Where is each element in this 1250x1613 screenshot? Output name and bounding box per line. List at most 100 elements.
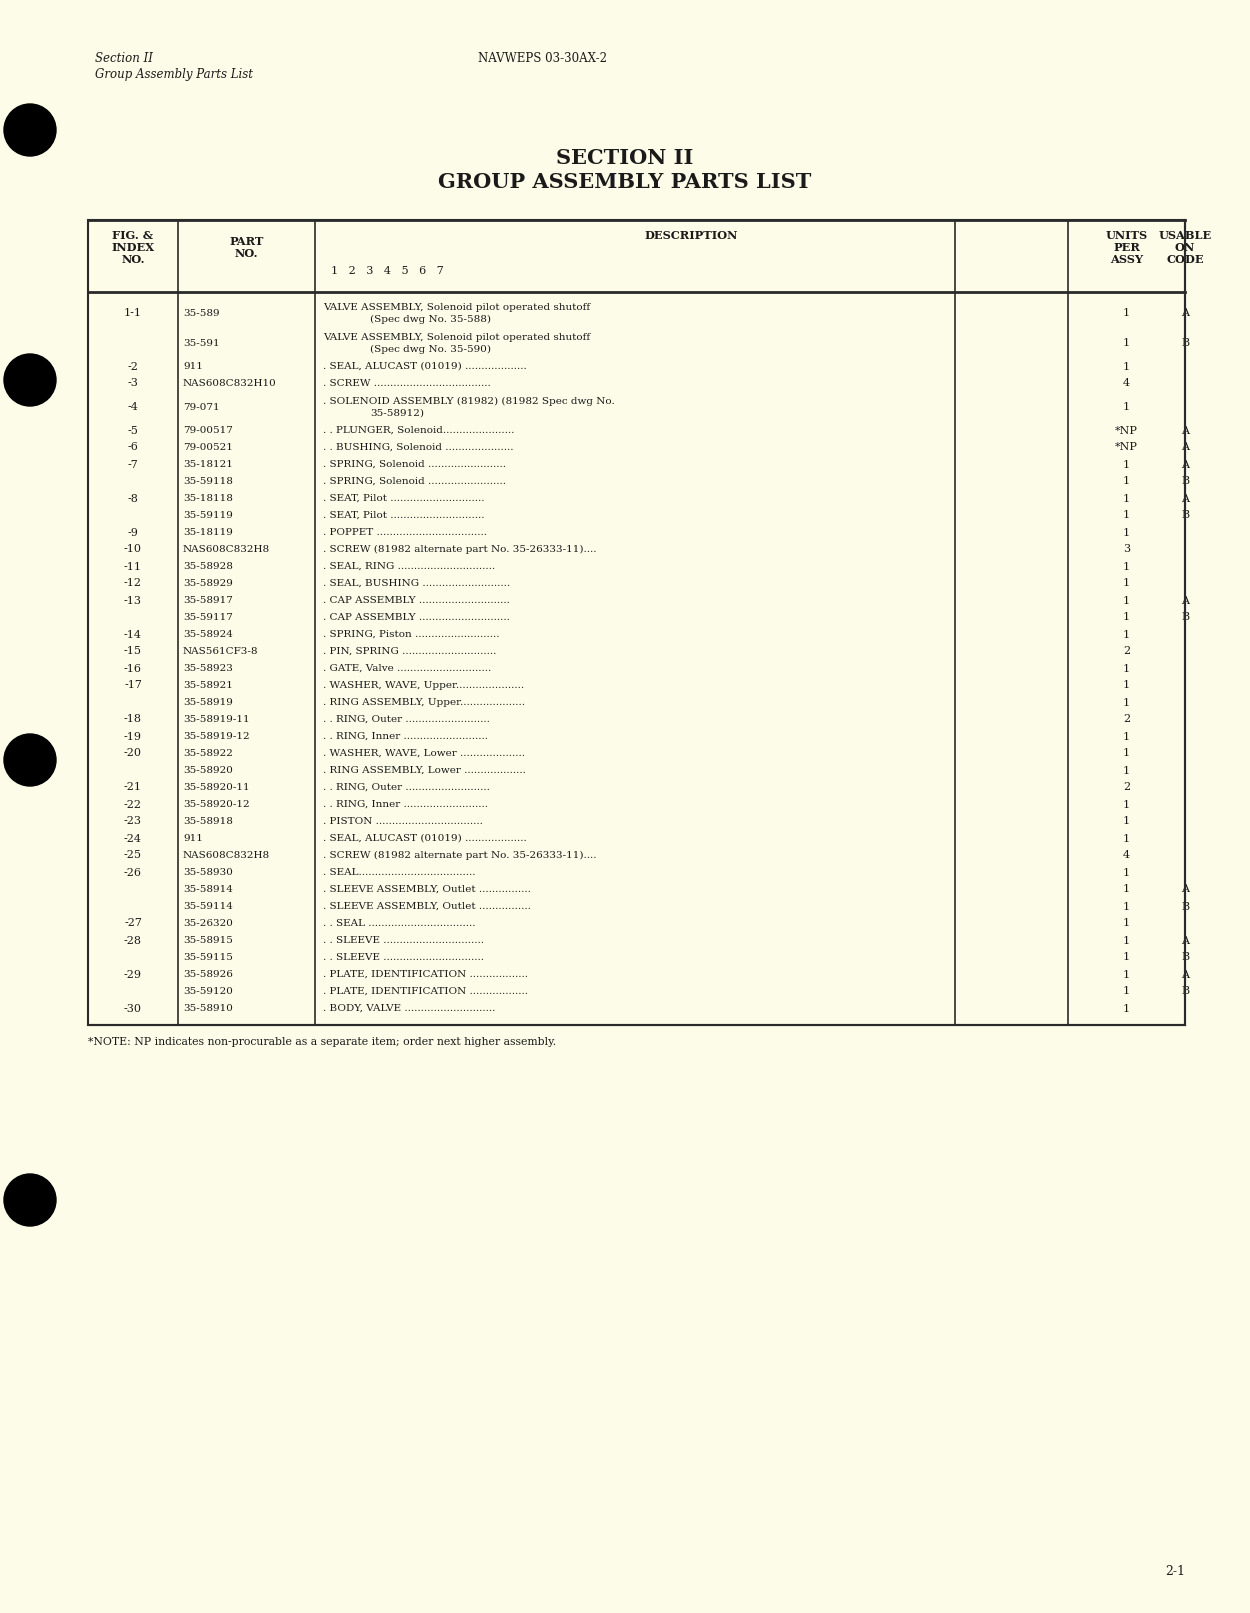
Text: 35-58918: 35-58918 bbox=[182, 818, 232, 826]
Text: ON: ON bbox=[1175, 242, 1195, 253]
Text: -12: -12 bbox=[124, 579, 142, 589]
Text: . PLATE, IDENTIFICATION ..................: . PLATE, IDENTIFICATION ................… bbox=[322, 969, 528, 979]
Text: 35-58919-11: 35-58919-11 bbox=[182, 715, 250, 724]
Text: *NP: *NP bbox=[1115, 426, 1138, 436]
Text: 1   2   3   4   5   6   7: 1 2 3 4 5 6 7 bbox=[331, 266, 444, 276]
Text: B: B bbox=[1181, 339, 1189, 348]
Text: -6: -6 bbox=[127, 442, 139, 453]
Text: VALVE ASSEMBLY, Solenoid pilot operated shutoff: VALVE ASSEMBLY, Solenoid pilot operated … bbox=[322, 332, 590, 342]
Text: -15: -15 bbox=[124, 647, 142, 656]
Text: 35-58917: 35-58917 bbox=[182, 595, 232, 605]
Text: . GATE, Valve .............................: . GATE, Valve ..........................… bbox=[322, 665, 491, 673]
Text: A: A bbox=[1181, 936, 1189, 945]
Text: -27: -27 bbox=[124, 918, 142, 929]
Text: 2: 2 bbox=[1122, 782, 1130, 792]
Text: -13: -13 bbox=[124, 595, 142, 605]
Text: . SEAT, Pilot .............................: . SEAT, Pilot ..........................… bbox=[322, 494, 485, 503]
Text: . . RING, Outer ..........................: . . RING, Outer ........................… bbox=[322, 782, 490, 792]
Text: 35-59118: 35-59118 bbox=[182, 477, 232, 486]
Text: 35-58920-11: 35-58920-11 bbox=[182, 782, 250, 792]
Text: -18: -18 bbox=[124, 715, 142, 724]
Text: 35-589: 35-589 bbox=[182, 308, 220, 318]
Text: -19: -19 bbox=[124, 732, 142, 742]
Text: . WASHER, WAVE, Upper.....................: . WASHER, WAVE, Upper...................… bbox=[322, 681, 524, 690]
Text: . . PLUNGER, Solenoid......................: . . PLUNGER, Solenoid...................… bbox=[322, 426, 515, 436]
Text: -25: -25 bbox=[124, 850, 142, 860]
Text: 1: 1 bbox=[1122, 732, 1130, 742]
Text: -11: -11 bbox=[124, 561, 142, 571]
Circle shape bbox=[4, 103, 56, 156]
Text: 1: 1 bbox=[1122, 681, 1130, 690]
Text: SECTION II: SECTION II bbox=[556, 148, 694, 168]
Text: 79-00521: 79-00521 bbox=[182, 444, 232, 452]
Text: A: A bbox=[1181, 460, 1189, 469]
Text: 1: 1 bbox=[1122, 595, 1130, 605]
Text: . SEAL, ALUCAST (01019) ...................: . SEAL, ALUCAST (01019) ................… bbox=[322, 834, 526, 844]
Text: 35-58922: 35-58922 bbox=[182, 748, 232, 758]
Text: 1: 1 bbox=[1122, 800, 1130, 810]
Text: 35-58910: 35-58910 bbox=[182, 1003, 232, 1013]
Text: (Spec dwg No. 35-588): (Spec dwg No. 35-588) bbox=[370, 315, 491, 324]
Text: -14: -14 bbox=[124, 629, 142, 639]
Circle shape bbox=[4, 353, 56, 406]
Text: 35-58929: 35-58929 bbox=[182, 579, 232, 589]
Text: (Spec dwg No. 35-590): (Spec dwg No. 35-590) bbox=[370, 345, 491, 355]
Text: . . RING, Outer ..........................: . . RING, Outer ........................… bbox=[322, 715, 490, 724]
Text: 35-58920: 35-58920 bbox=[182, 766, 232, 774]
Text: 1: 1 bbox=[1122, 579, 1130, 589]
Text: 1: 1 bbox=[1122, 748, 1130, 758]
Text: . PIN, SPRING .............................: . PIN, SPRING ..........................… bbox=[322, 647, 496, 656]
Text: 35-59115: 35-59115 bbox=[182, 953, 232, 961]
Text: 1: 1 bbox=[1122, 339, 1130, 348]
Text: . PISTON .................................: . PISTON ...............................… bbox=[322, 818, 482, 826]
Text: -8: -8 bbox=[127, 494, 139, 503]
Text: B: B bbox=[1181, 613, 1189, 623]
Text: -5: -5 bbox=[127, 426, 139, 436]
Text: -17: -17 bbox=[124, 681, 142, 690]
Text: . SEAL, ALUCAST (01019) ...................: . SEAL, ALUCAST (01019) ................… bbox=[322, 361, 526, 371]
Text: A: A bbox=[1181, 426, 1189, 436]
Text: 1: 1 bbox=[1122, 476, 1130, 487]
Text: -3: -3 bbox=[127, 379, 139, 389]
Text: 35-58924: 35-58924 bbox=[182, 631, 232, 639]
Text: 1: 1 bbox=[1122, 868, 1130, 877]
Text: 1-1: 1-1 bbox=[124, 308, 142, 318]
Text: -7: -7 bbox=[127, 460, 139, 469]
Text: 35-58915: 35-58915 bbox=[182, 936, 232, 945]
Text: . SPRING, Piston ..........................: . SPRING, Piston .......................… bbox=[322, 631, 500, 639]
Text: NAS561CF3-8: NAS561CF3-8 bbox=[182, 647, 259, 656]
Text: 1: 1 bbox=[1122, 834, 1130, 844]
Text: USABLE: USABLE bbox=[1159, 231, 1211, 240]
Text: B: B bbox=[1181, 510, 1189, 521]
Text: 911: 911 bbox=[182, 361, 203, 371]
Text: A: A bbox=[1181, 595, 1189, 605]
Text: B: B bbox=[1181, 476, 1189, 487]
Text: *NP: *NP bbox=[1115, 442, 1138, 453]
Circle shape bbox=[4, 1174, 56, 1226]
Text: NAS608C832H8: NAS608C832H8 bbox=[182, 852, 270, 860]
Text: 1: 1 bbox=[1122, 494, 1130, 503]
Text: UNITS: UNITS bbox=[1105, 231, 1148, 240]
Text: 1: 1 bbox=[1122, 460, 1130, 469]
Text: 35-58930: 35-58930 bbox=[182, 868, 232, 877]
Text: . RING ASSEMBLY, Lower ...................: . RING ASSEMBLY, Lower .................… bbox=[322, 766, 526, 774]
Text: 1: 1 bbox=[1122, 766, 1130, 776]
Text: -29: -29 bbox=[124, 969, 142, 979]
Text: A: A bbox=[1181, 442, 1189, 453]
Text: 79-00517: 79-00517 bbox=[182, 426, 232, 436]
Text: 1: 1 bbox=[1122, 969, 1130, 979]
Text: 2-1: 2-1 bbox=[1165, 1565, 1185, 1578]
Text: 1: 1 bbox=[1122, 561, 1130, 571]
Text: DESCRIPTION: DESCRIPTION bbox=[645, 231, 739, 240]
Text: 35-59120: 35-59120 bbox=[182, 987, 232, 995]
Text: A: A bbox=[1181, 884, 1189, 895]
Text: FIG. &: FIG. & bbox=[112, 231, 154, 240]
Text: 35-18118: 35-18118 bbox=[182, 494, 232, 503]
Text: . . RING, Inner ..........................: . . RING, Inner ........................… bbox=[322, 800, 488, 810]
Text: -16: -16 bbox=[124, 663, 142, 674]
Text: . SPRING, Solenoid ........................: . SPRING, Solenoid .....................… bbox=[322, 460, 506, 469]
Text: 1: 1 bbox=[1122, 816, 1130, 826]
Text: 35-58926: 35-58926 bbox=[182, 969, 232, 979]
Text: -21: -21 bbox=[124, 782, 142, 792]
Text: 35-59117: 35-59117 bbox=[182, 613, 232, 623]
